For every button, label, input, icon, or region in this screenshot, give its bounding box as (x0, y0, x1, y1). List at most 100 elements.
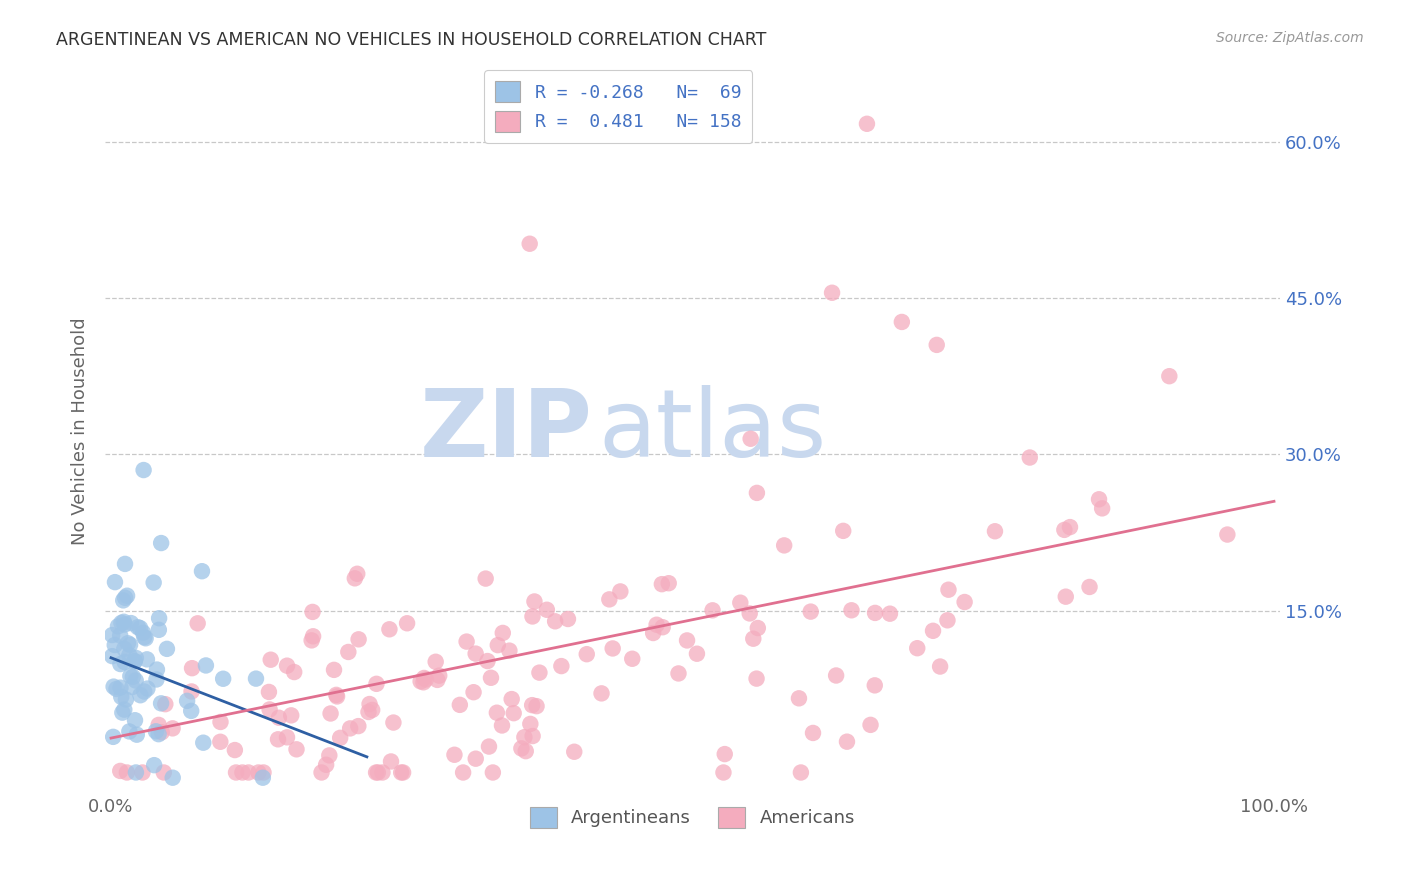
Point (738, 607, 761, 621)
Point (146, 663, 169, 677)
Point (125, 728, 148, 742)
Point (252, 765, 274, 780)
Point (443, 747, 465, 762)
Point (143, 758, 166, 772)
Point (464, 647, 486, 661)
Point (110, 690, 132, 704)
Point (107, 619, 129, 633)
Point (343, 571, 366, 585)
Point (319, 706, 342, 721)
Point (131, 765, 153, 780)
Point (318, 748, 340, 763)
Point (105, 681, 128, 696)
Point (925, 338, 948, 352)
Point (259, 702, 281, 716)
Point (136, 681, 159, 696)
Point (120, 638, 142, 652)
Point (337, 645, 360, 659)
Point (181, 661, 204, 675)
Point (513, 730, 536, 744)
Point (180, 684, 202, 698)
Point (104, 575, 127, 590)
Point (129, 688, 152, 702)
Point (730, 596, 752, 610)
Point (329, 731, 352, 745)
Point (238, 765, 260, 780)
Point (110, 615, 132, 630)
Point (651, 577, 673, 591)
Point (392, 765, 415, 780)
Point (114, 557, 136, 571)
Point (180, 704, 202, 718)
Point (529, 665, 551, 680)
Point (936, 613, 959, 627)
Point (108, 628, 131, 642)
Point (491, 718, 513, 732)
Point (378, 622, 401, 636)
Point (890, 315, 912, 329)
Point (364, 765, 387, 780)
Point (747, 621, 769, 635)
Point (112, 641, 135, 656)
Point (285, 742, 308, 756)
Point (1216, 527, 1239, 541)
Point (367, 765, 389, 780)
Point (224, 743, 246, 757)
Legend: Argentineans, Americans: Argentineans, Americans (523, 800, 862, 835)
Point (347, 632, 370, 647)
Point (801, 726, 824, 740)
Point (953, 595, 976, 609)
Point (984, 524, 1007, 539)
Point (176, 694, 198, 708)
Point (482, 765, 505, 780)
Point (267, 711, 290, 725)
Point (121, 670, 143, 684)
Point (426, 673, 449, 687)
Point (125, 673, 148, 688)
Point (502, 706, 524, 721)
Point (121, 680, 143, 694)
Point (1078, 580, 1101, 594)
Text: ZIP: ZIP (420, 385, 593, 477)
Point (132, 463, 155, 477)
Point (129, 621, 152, 635)
Point (905, 641, 928, 656)
Point (1018, 450, 1040, 465)
Point (117, 636, 139, 650)
Point (145, 673, 167, 687)
Point (380, 755, 402, 769)
Point (193, 736, 215, 750)
Point (415, 673, 437, 687)
Point (150, 725, 173, 739)
Point (451, 765, 474, 780)
Point (773, 538, 796, 552)
Point (118, 648, 141, 663)
Point (302, 629, 325, 643)
Point (311, 765, 333, 780)
Point (212, 672, 235, 686)
Point (544, 615, 567, 629)
Point (478, 739, 501, 754)
Point (150, 536, 173, 550)
Point (562, 745, 585, 759)
Point (501, 692, 523, 706)
Point (101, 730, 124, 744)
Point (463, 685, 485, 699)
Point (526, 699, 548, 714)
Point (127, 620, 149, 634)
Point (110, 764, 132, 778)
Point (371, 765, 394, 780)
Point (148, 623, 170, 637)
Point (1159, 369, 1181, 384)
Point (658, 576, 681, 591)
Point (347, 719, 370, 733)
Point (713, 747, 735, 761)
Point (800, 605, 823, 619)
Point (427, 668, 450, 682)
Point (132, 625, 155, 640)
Point (621, 652, 644, 666)
Point (479, 671, 502, 685)
Point (115, 765, 138, 780)
Point (366, 677, 388, 691)
Point (191, 564, 214, 578)
